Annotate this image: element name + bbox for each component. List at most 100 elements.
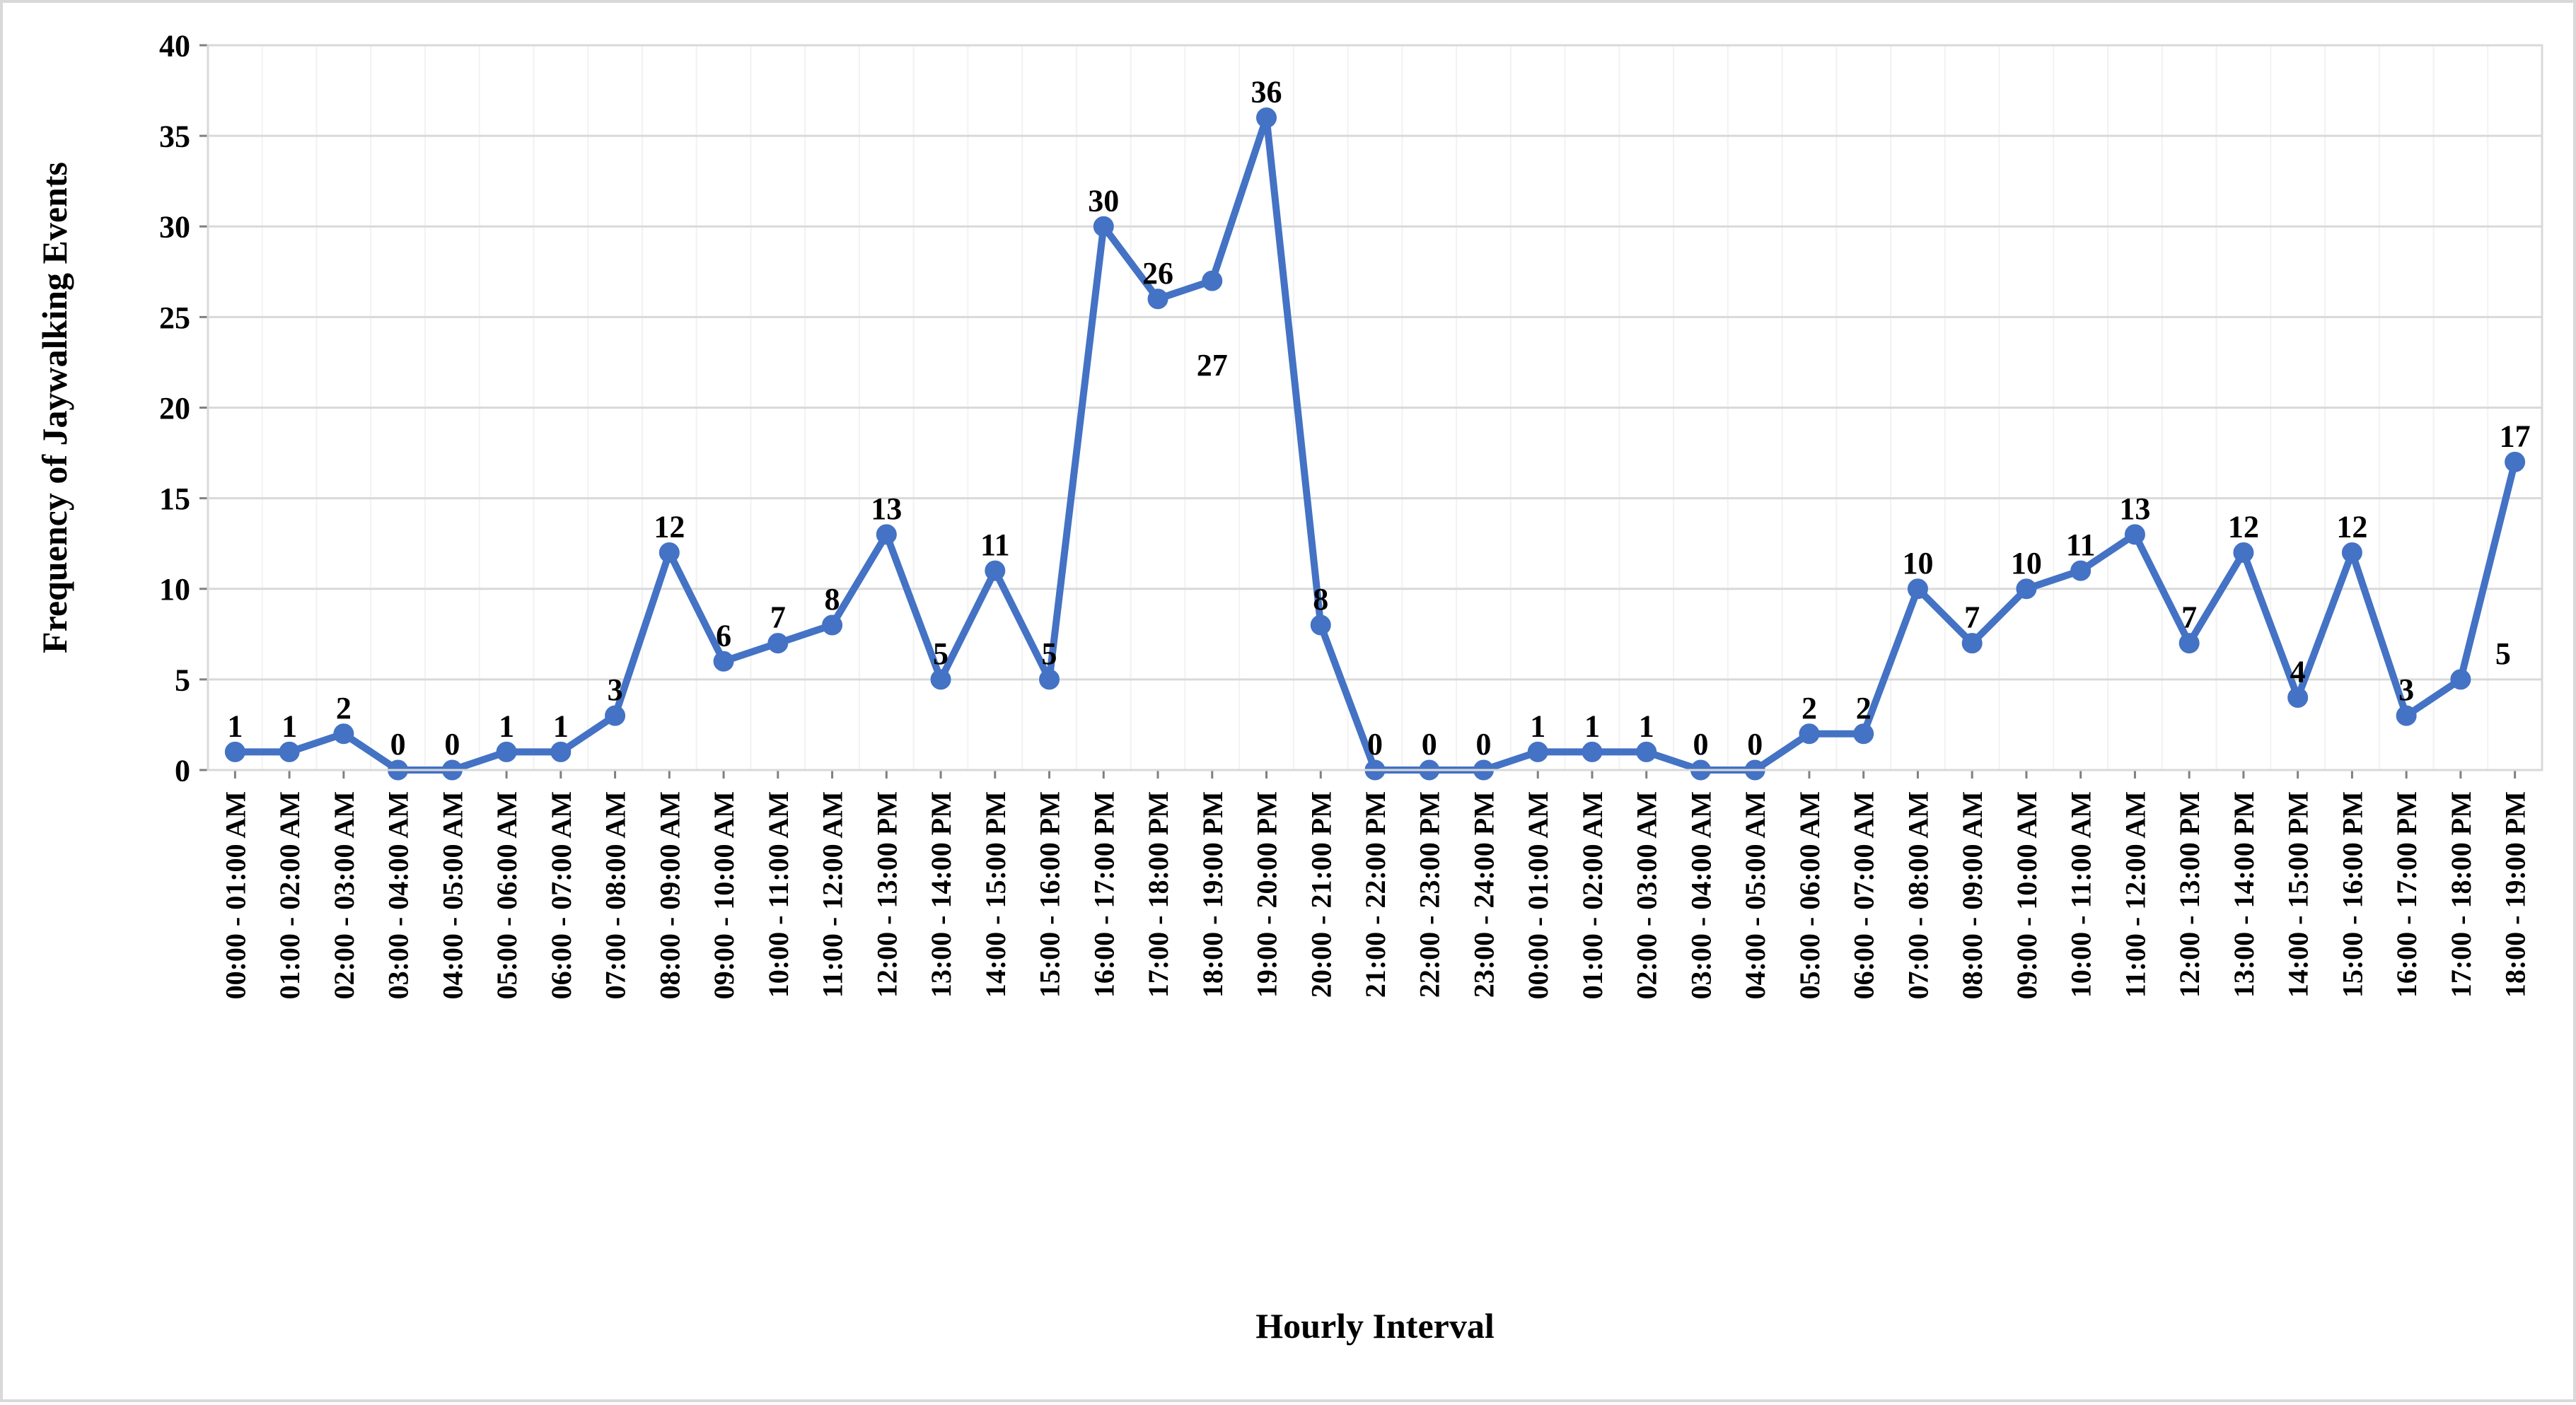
x-tick-label: 01:00 - 02:00 AM [1577,791,1608,999]
y-tick-label: 25 [159,301,190,335]
x-tick-label: 07:00 - 08:00 AM [1902,791,1934,999]
x-tick-label: 08:00 - 09:00 AM [654,791,685,999]
y-tick-label: 30 [159,210,190,245]
data-label: 30 [1088,183,1119,218]
data-marker [1311,615,1330,635]
data-label: 12 [654,510,685,544]
data-marker [497,742,516,762]
x-tick-label: 11:00 - 12:00 AM [817,791,849,998]
data-label: 17 [2500,419,2531,453]
x-tick-label: 09:00 - 10:00 AM [2011,791,2043,999]
data-label: 2 [1856,691,1872,725]
data-marker [1202,271,1222,291]
data-label: 13 [871,491,902,526]
data-label: 5 [1042,636,1057,671]
data-label: 0 [1422,727,1437,762]
x-tick-label: 21:00 - 22:00 PM [1359,791,1391,998]
data-label: 13 [2119,491,2150,526]
data-label: 12 [2336,510,2367,544]
y-tick-label: 15 [159,482,190,516]
x-tick-label: 10:00 - 11:00 AM [762,791,794,998]
data-label: 0 [444,727,460,762]
x-tick-label: 09:00 - 10:00 AM [708,791,740,999]
x-tick-label: 12:00 - 13:00 PM [871,791,903,998]
data-marker [659,543,679,563]
y-tick-label: 20 [159,391,190,426]
x-tick-label: 23:00 - 24:00 PM [1468,791,1499,998]
x-tick-label: 15:00 - 16:00 PM [2336,791,2368,998]
data-label: 0 [390,727,406,762]
data-label: 8 [825,582,840,617]
data-label: 3 [608,672,623,707]
x-tick-label: 05:00 - 06:00 AM [491,791,523,999]
data-marker [2505,452,2525,472]
data-marker [225,742,245,762]
x-tick-label: 17:00 - 18:00 PM [1142,791,1174,998]
x-tick-label: 03:00 - 04:00 AM [1685,791,1717,999]
x-tick-label: 18:00 - 19:00 PM [1197,791,1229,998]
data-marker [2451,670,2471,689]
data-label: 10 [1902,546,1933,581]
data-label: 5 [2495,636,2511,671]
data-marker [1799,724,1819,744]
data-label: 27 [1197,348,1228,383]
data-marker [1528,742,1548,762]
data-label: 2 [1802,691,1817,725]
data-label: 11 [2066,527,2096,562]
data-label: 7 [770,600,786,635]
data-label: 7 [2181,600,2197,635]
y-tick-label: 10 [159,572,190,607]
x-tick-label: 16:00 - 17:00 PM [1088,791,1120,998]
x-tick-label: 07:00 - 08:00 AM [600,791,632,999]
x-axis-label: Hourly Interval [1255,1306,1495,1346]
x-tick-label: 22:00 - 23:00 PM [1414,791,1446,998]
data-marker [1093,216,1113,236]
x-tick-label: 10:00 - 11:00 AM [2065,791,2097,998]
data-marker [931,670,951,689]
data-marker [2017,579,2036,599]
data-marker [768,634,788,653]
data-marker [876,525,896,544]
data-marker [1257,108,1277,128]
x-tick-label: 11:00 - 12:00 AM [2119,791,2151,998]
data-marker [714,651,733,671]
x-tick-label: 02:00 - 03:00 AM [1631,791,1663,999]
data-marker [2071,561,2091,581]
x-tick-label: 18:00 - 19:00 PM [2500,791,2531,998]
data-label: 2 [336,691,352,725]
data-marker [2342,543,2362,563]
data-marker [1148,289,1168,309]
data-marker [279,742,299,762]
data-label: 0 [1367,727,1383,762]
data-marker [1908,579,1927,599]
line-chart: 0510152025303540Frequency of Jaywalking … [0,0,2576,1402]
data-label: 1 [1530,709,1545,743]
data-label: 8 [1313,582,1328,617]
x-tick-label: 00:00 - 01:00 AM [219,791,251,999]
x-tick-label: 04:00 - 05:00 AM [1739,791,1771,999]
x-tick-label: 01:00 - 02:00 AM [274,791,306,999]
x-tick-label: 15:00 - 16:00 PM [1034,791,1066,998]
data-label: 10 [2011,546,2042,581]
y-tick-label: 35 [159,119,190,154]
x-tick-label: 00:00 - 01:00 AM [1522,791,1554,999]
x-tick-label: 17:00 - 18:00 PM [2445,791,2477,998]
data-marker [985,561,1005,581]
data-marker [605,706,625,725]
x-tick-label: 04:00 - 05:00 AM [436,791,468,999]
x-tick-label: 06:00 - 07:00 AM [1848,791,1880,999]
data-label: 36 [1251,75,1282,110]
data-marker [2396,706,2416,725]
x-tick-label: 20:00 - 21:00 PM [1305,791,1337,998]
data-label: 11 [980,527,1010,562]
chart-svg: 0510152025303540Frequency of Jaywalking … [3,3,2576,1405]
data-marker [1582,742,1602,762]
data-label: 5 [933,636,948,671]
data-marker [2179,634,2199,653]
y-tick-label: 40 [159,28,190,63]
x-tick-label: 14:00 - 15:00 PM [2282,791,2314,998]
data-label: 0 [1475,727,1491,762]
data-marker [2288,688,2308,708]
data-label: 3 [2398,672,2414,707]
data-marker [2234,543,2253,563]
